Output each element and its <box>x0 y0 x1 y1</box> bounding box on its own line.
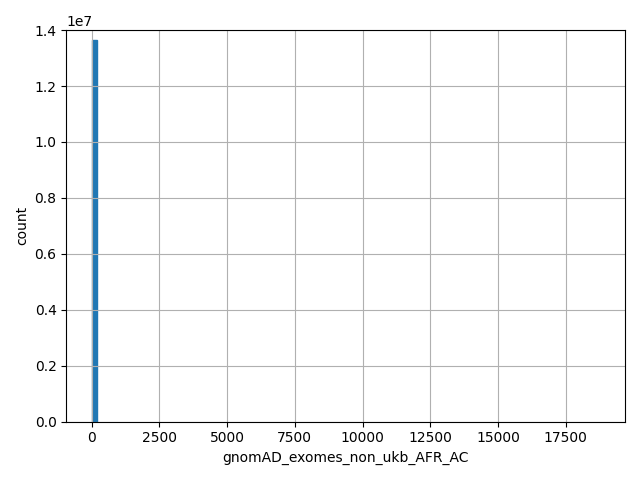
Y-axis label: count: count <box>15 206 29 245</box>
X-axis label: gnomAD_exomes_non_ukb_AFR_AC: gnomAD_exomes_non_ukb_AFR_AC <box>222 451 469 465</box>
Bar <box>92 40 97 421</box>
